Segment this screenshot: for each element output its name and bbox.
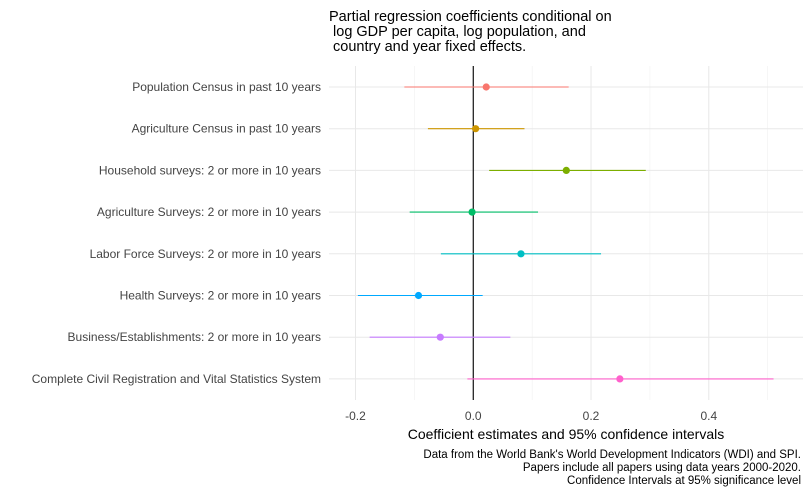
chart-title-line: log GDP per capita, log population, and bbox=[329, 24, 586, 40]
x-axis-title: Coefficient estimates and 95% confidence… bbox=[408, 426, 724, 442]
chart-title-line: country and year fixed effects. bbox=[329, 39, 526, 55]
x-axis-tick-labels: -0.2 0.0 0.2 0.4 bbox=[345, 409, 717, 423]
caption-line: Confidence Intervals at 95% significance… bbox=[567, 475, 801, 487]
x-tick-label: 0.0 bbox=[465, 409, 482, 423]
grid bbox=[329, 66, 803, 400]
caption-line: Papers include all papers using data yea… bbox=[523, 462, 801, 474]
x-tick-label: -0.2 bbox=[345, 409, 366, 423]
point-estimate bbox=[472, 125, 480, 133]
category-label: Household surveys: 2 or more in 10 years bbox=[99, 163, 321, 177]
point-estimate bbox=[468, 208, 476, 216]
x-tick-label: 0.2 bbox=[583, 409, 600, 423]
category-label: Population Census in past 10 years bbox=[132, 80, 321, 94]
chart-caption: Data from the World Bank's World Develop… bbox=[423, 449, 801, 487]
point-estimate bbox=[517, 250, 525, 258]
point-estimate bbox=[414, 291, 423, 300]
x-tick-label: 0.4 bbox=[700, 409, 717, 423]
category-label: Complete Civil Registration and Vital St… bbox=[32, 372, 321, 386]
chart-title: Partial regression coefficients conditio… bbox=[329, 9, 612, 55]
point-estimate bbox=[616, 375, 624, 383]
point-estimate bbox=[482, 83, 490, 91]
coefficient-marks bbox=[357, 83, 774, 383]
y-axis-category-labels: Population Census in past 10 years Agricu… bbox=[32, 80, 321, 386]
point-estimate bbox=[436, 333, 444, 341]
category-label: Health Surveys: 2 or more in 10 years bbox=[120, 289, 321, 303]
point-estimate bbox=[562, 166, 570, 174]
category-label: Agriculture Surveys: 2 or more in 10 yea… bbox=[97, 205, 321, 219]
caption-line: Data from the World Bank's World Develop… bbox=[423, 449, 801, 461]
category-label: Labor Force Surveys: 2 or more in 10 yea… bbox=[90, 247, 321, 261]
category-label: Business/Establishments: 2 or more in 10… bbox=[68, 330, 321, 344]
category-label: Agriculture Census in past 10 years bbox=[132, 122, 321, 136]
chart-title-line: Partial regression coefficients conditio… bbox=[329, 9, 612, 25]
